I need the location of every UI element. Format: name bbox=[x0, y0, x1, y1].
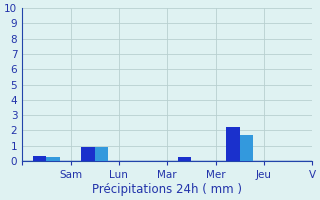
Bar bbox=[226, 127, 240, 161]
Bar bbox=[33, 156, 46, 161]
Bar bbox=[81, 147, 95, 161]
Bar bbox=[240, 135, 253, 161]
Bar bbox=[178, 157, 191, 161]
Bar bbox=[95, 147, 108, 161]
X-axis label: Précipitations 24h ( mm ): Précipitations 24h ( mm ) bbox=[92, 183, 242, 196]
Bar bbox=[46, 157, 60, 161]
